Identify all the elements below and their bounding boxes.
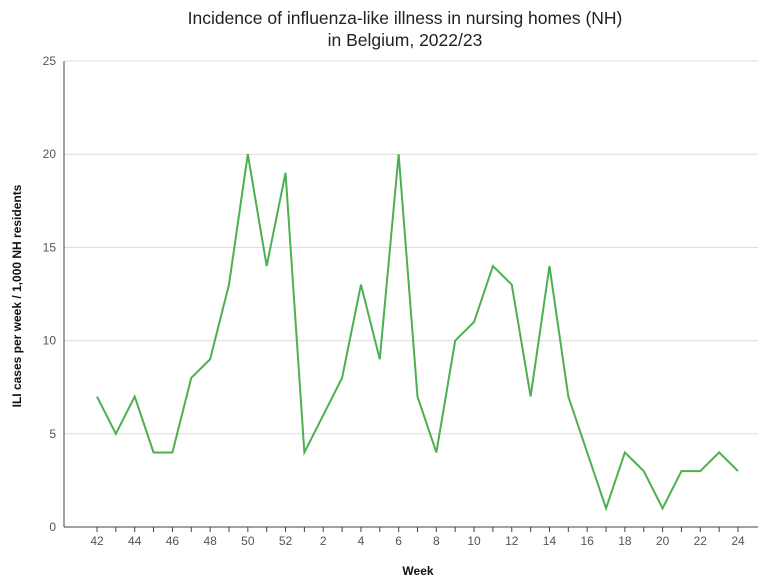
data-point-0-12 (322, 414, 324, 416)
x-tick-label-2: 2 (320, 534, 327, 548)
data-point-0-2 (134, 396, 136, 398)
x-tick-label-50: 50 (241, 534, 255, 548)
data-point-0-24 (548, 265, 550, 267)
y-tick-label-15: 15 (43, 240, 57, 254)
data-point-0-0 (96, 396, 98, 398)
data-point-0-19 (454, 340, 456, 342)
data-point-0-6 (209, 358, 211, 360)
x-tick-label-10: 10 (467, 534, 481, 548)
data-point-0-21 (492, 265, 494, 267)
data-point-0-25 (567, 396, 569, 398)
data-point-0-18 (435, 451, 437, 453)
data-point-0-13 (341, 377, 343, 379)
x-tick-label-42: 42 (90, 534, 104, 548)
x-tick-label-12: 12 (505, 534, 519, 548)
data-point-0-29 (643, 470, 645, 472)
axes (63, 61, 758, 532)
data-point-0-11 (303, 451, 305, 453)
data-point-0-33 (718, 451, 720, 453)
data-point-0-4 (171, 451, 173, 453)
x-axis-title: Week (402, 564, 433, 578)
x-tick-label-16: 16 (580, 534, 594, 548)
x-tick-labels: 42 44 46 48 50 52 2 4 6 8 10 12 14 16 18 20 22 24 (90, 534, 745, 548)
data-point-0-1 (115, 433, 117, 435)
x-tick-label-6: 6 (395, 534, 402, 548)
y-tick-label-25: 25 (43, 54, 57, 68)
series-line-0 (96, 154, 739, 512)
data-point-0-32 (699, 470, 701, 472)
data-point-0-30 (662, 507, 664, 509)
x-tick-label-8: 8 (433, 534, 440, 548)
data-point-0-27 (605, 507, 607, 509)
y-tick-label-5: 5 (49, 427, 56, 441)
data-point-0-14 (360, 284, 362, 286)
series-lines (96, 153, 739, 512)
data-point-0-28 (624, 451, 626, 453)
data-point-0-5 (190, 377, 192, 379)
data-point-0-34 (737, 470, 739, 472)
x-tick-label-20: 20 (656, 534, 670, 548)
data-point-0-3 (153, 451, 155, 453)
x-tick-label-52: 52 (279, 534, 293, 548)
x-tick-label-24: 24 (731, 534, 745, 548)
data-point-0-7 (228, 284, 230, 286)
data-point-0-17 (417, 396, 419, 398)
x-tick-label-46: 46 (166, 534, 180, 548)
y-tick-label-20: 20 (43, 147, 57, 161)
x-tick-label-48: 48 (203, 534, 217, 548)
chart-subtitle: in Belgium, 2022/23 (328, 30, 483, 50)
data-point-0-9 (266, 265, 268, 267)
y-tick-label-0: 0 (49, 520, 56, 534)
data-point-0-8 (247, 153, 249, 155)
x-tick-label-18: 18 (618, 534, 632, 548)
chart-title: Incidence of influenza-like illness in n… (188, 8, 623, 28)
data-point-0-20 (473, 321, 475, 323)
data-point-0-22 (511, 284, 513, 286)
y-tick-labels: 0 5 10 15 20 25 (43, 54, 57, 534)
data-point-0-31 (680, 470, 682, 472)
x-tick-label-4: 4 (358, 534, 365, 548)
data-point-0-26 (586, 451, 588, 453)
data-point-0-16 (398, 153, 400, 155)
gridlines (64, 60, 758, 435)
data-point-0-15 (379, 358, 381, 360)
y-tick-label-10: 10 (43, 334, 57, 348)
data-point-0-10 (285, 172, 287, 174)
y-axis-title: ILI cases per week / 1,000 NH residents (10, 184, 24, 407)
x-tick-label-22: 22 (694, 534, 708, 548)
x-tick-label-44: 44 (128, 534, 142, 548)
x-tick-label-14: 14 (543, 534, 557, 548)
data-point-0-23 (530, 396, 532, 398)
